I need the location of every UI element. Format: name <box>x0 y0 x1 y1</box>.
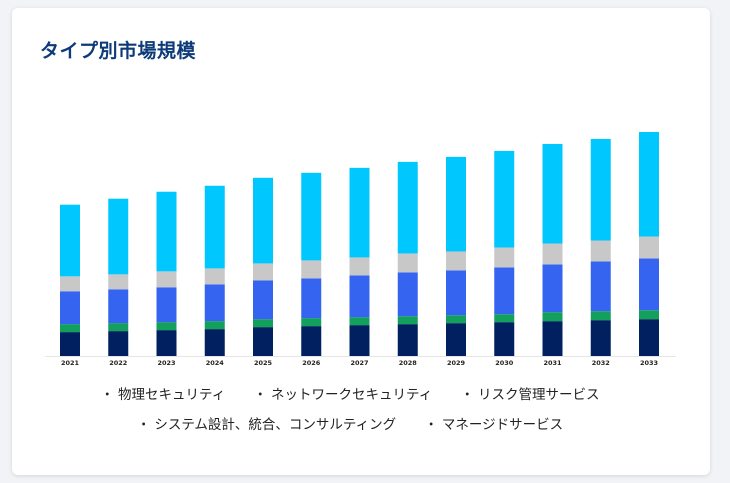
bar-segment-2030-series-0 <box>494 322 515 356</box>
x-tick-label-2032: 2032 <box>592 359 610 367</box>
bar-segment-2032-series-4 <box>590 138 611 241</box>
bar-segment-2026-series-0 <box>301 326 322 356</box>
bar-segment-2021-series-2 <box>60 291 80 325</box>
legend-item-managed: ・マネージドサービス <box>424 417 564 433</box>
x-tick-label-2024: 2024 <box>206 359 225 367</box>
chart-title: タイプ別市場規模 <box>40 40 197 62</box>
bar-segment-2022-series-3 <box>108 274 129 290</box>
bar-segment-2032-series-2 <box>590 261 611 312</box>
bar-segment-2026-series-3 <box>301 260 322 279</box>
chart-legend: ・物理セキュリティ ・ネットワークセキュリティ ・リスク管理サービス ・システム… <box>30 380 670 440</box>
bar-segment-2028-series-4 <box>397 161 418 254</box>
bar-segment-2022-series-2 <box>108 289 129 324</box>
x-tick-label-2026: 2026 <box>302 359 321 367</box>
bar-segment-2029-series-3 <box>446 251 466 271</box>
legend-item-system: ・システム設計、統合、コンサルティング <box>136 417 397 433</box>
bar-segment-2025-series-2 <box>253 280 273 320</box>
legend-item-risk: ・リスク管理サービス <box>460 387 600 403</box>
bar-segment-2024-series-3 <box>204 268 225 285</box>
bar-segment-2031-series-1 <box>542 312 563 322</box>
bar-segment-2029-series-1 <box>446 315 466 324</box>
bar-segment-2029-series-2 <box>446 270 466 316</box>
bar-segment-2022-series-4 <box>108 198 129 275</box>
bar-segment-2028-series-3 <box>397 253 418 273</box>
x-tick-label-2021: 2021 <box>61 359 80 367</box>
x-tick-label-2028: 2028 <box>399 359 418 367</box>
bar-segment-2029-series-4 <box>446 156 466 252</box>
bar-segment-2027-series-1 <box>349 317 370 326</box>
bar-segment-2031-series-3 <box>542 243 563 265</box>
bar-segment-2030-series-3 <box>494 247 515 268</box>
bar-segment-2030-series-4 <box>494 150 515 248</box>
bar-segment-2023-series-4 <box>156 191 177 272</box>
x-tick-label-2029: 2029 <box>447 359 466 367</box>
bar-segment-2032-series-3 <box>590 240 611 262</box>
bar-segment-2027-series-4 <box>349 167 370 258</box>
x-tick-label-2027: 2027 <box>350 359 368 367</box>
bar-segment-2023-series-3 <box>156 271 177 288</box>
bar-segment-2025-series-4 <box>253 177 273 264</box>
bar-segment-2028-series-1 <box>397 316 418 325</box>
bar-segment-2023-series-0 <box>156 330 177 356</box>
bar-segment-2033-series-2 <box>639 258 659 311</box>
x-tick-label-2030: 2030 <box>495 359 514 367</box>
bar-segment-2026-series-4 <box>301 172 322 261</box>
x-tick-label-2023: 2023 <box>157 359 175 367</box>
bar-segment-2030-series-1 <box>494 314 515 323</box>
bar-segment-2028-series-0 <box>397 324 418 356</box>
bar-segment-2031-series-0 <box>542 321 563 356</box>
bar-segment-2022-series-1 <box>108 323 129 332</box>
bar-segment-2021-series-4 <box>60 204 80 277</box>
bar-segment-2027-series-3 <box>349 257 370 276</box>
legend-item-physical: ・物理セキュリティ <box>100 387 226 403</box>
x-tick-label-2031: 2031 <box>543 359 562 367</box>
bar-segment-2026-series-1 <box>301 318 322 327</box>
bar-segment-2024-series-4 <box>204 185 225 269</box>
bar-segment-2033-series-4 <box>639 132 659 237</box>
bar-segment-2021-series-3 <box>60 276 80 292</box>
bar-segment-2032-series-0 <box>590 320 611 356</box>
x-tick-label-2022: 2022 <box>109 359 127 367</box>
bar-segment-2029-series-0 <box>446 323 466 356</box>
bar-segment-2023-series-2 <box>156 287 177 323</box>
bar-segment-2033-series-0 <box>639 319 659 356</box>
bar-segment-2021-series-0 <box>60 332 80 356</box>
bar-segment-2032-series-1 <box>590 311 611 321</box>
bar-segment-2021-series-1 <box>60 324 80 333</box>
bar-segment-2028-series-2 <box>397 272 418 317</box>
bar-segment-2033-series-1 <box>639 310 659 320</box>
bar-segment-2031-series-2 <box>542 264 563 313</box>
bar-segment-2025-series-3 <box>253 263 273 281</box>
legend-item-network: ・ネットワークセキュリティ <box>253 387 433 403</box>
bar-segment-2031-series-4 <box>542 143 563 244</box>
bar-segment-2030-series-2 <box>494 267 515 315</box>
bar-segment-2025-series-1 <box>253 319 273 328</box>
bar-segment-2024-series-0 <box>204 329 225 356</box>
bar-segment-2033-series-3 <box>639 236 659 259</box>
bar-segment-2024-series-1 <box>204 321 225 330</box>
bar-segment-2024-series-2 <box>204 284 225 322</box>
x-tick-label-2025: 2025 <box>254 359 273 367</box>
bar-segment-2023-series-1 <box>156 322 177 331</box>
bar-segment-2025-series-0 <box>253 327 273 356</box>
x-tick-label-2033: 2033 <box>640 359 658 367</box>
bar-segment-2027-series-0 <box>349 325 370 356</box>
bar-segment-2027-series-2 <box>349 275 370 318</box>
bar-segment-2022-series-0 <box>108 331 129 356</box>
bar-segment-2026-series-2 <box>301 278 322 319</box>
